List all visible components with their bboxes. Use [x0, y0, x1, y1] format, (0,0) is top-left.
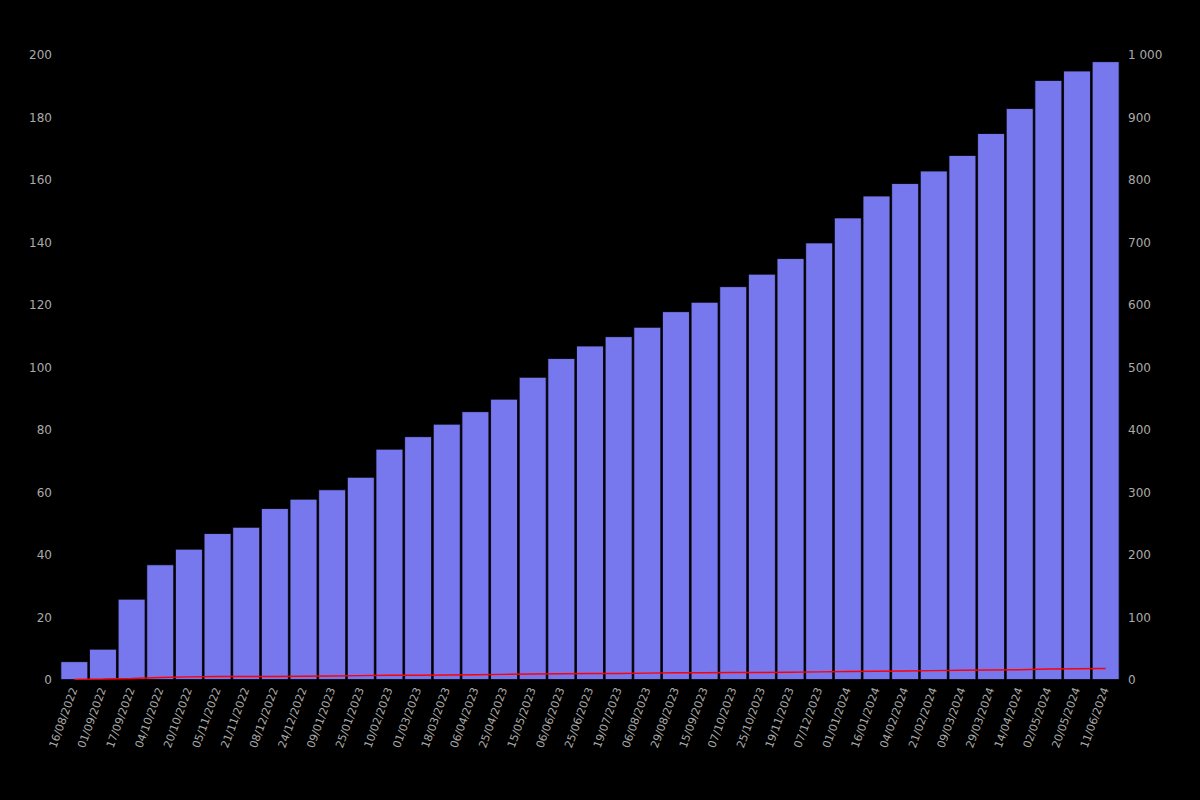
- svg-text:09/01/2023: 09/01/2023: [304, 686, 338, 750]
- svg-text:100: 100: [29, 361, 52, 375]
- svg-text:08/12/2022: 08/12/2022: [247, 686, 281, 750]
- svg-text:19/07/2023: 19/07/2023: [591, 686, 625, 750]
- svg-text:160: 160: [29, 173, 52, 187]
- svg-text:10/02/2023: 10/02/2023: [362, 686, 396, 750]
- svg-text:17/09/2022: 17/09/2022: [104, 686, 138, 750]
- svg-text:09/03/2024: 09/03/2024: [935, 686, 969, 750]
- svg-text:21/02/2024: 21/02/2024: [906, 686, 940, 750]
- svg-text:29/08/2023: 29/08/2023: [648, 686, 682, 750]
- svg-text:29/03/2024: 29/03/2024: [963, 686, 997, 750]
- svg-text:06/06/2023: 06/06/2023: [534, 686, 568, 750]
- svg-text:200: 200: [29, 48, 52, 62]
- svg-text:05/11/2022: 05/11/2022: [190, 686, 224, 750]
- svg-text:06/04/2023: 06/04/2023: [448, 686, 482, 750]
- svg-text:25/01/2023: 25/01/2023: [333, 686, 367, 750]
- svg-text:100: 100: [1128, 611, 1151, 625]
- svg-text:60: 60: [37, 486, 52, 500]
- svg-text:0: 0: [1128, 673, 1136, 687]
- svg-text:14/04/2024: 14/04/2024: [992, 686, 1026, 750]
- svg-text:700: 700: [1128, 236, 1151, 250]
- svg-text:900: 900: [1128, 111, 1151, 125]
- svg-text:04/02/2024: 04/02/2024: [877, 686, 911, 750]
- svg-text:600: 600: [1128, 298, 1151, 312]
- svg-text:140: 140: [29, 236, 52, 250]
- svg-text:500: 500: [1128, 361, 1151, 375]
- svg-text:16/08/2022: 16/08/2022: [47, 686, 81, 750]
- svg-text:120: 120: [29, 298, 52, 312]
- svg-text:06/08/2023: 06/08/2023: [620, 686, 654, 750]
- svg-text:19/11/2023: 19/11/2023: [763, 686, 797, 750]
- svg-text:25/06/2023: 25/06/2023: [562, 686, 596, 750]
- svg-text:200: 200: [1128, 548, 1151, 562]
- svg-text:07/10/2023: 07/10/2023: [705, 686, 739, 750]
- svg-text:21/11/2022: 21/11/2022: [218, 686, 252, 750]
- svg-text:01/03/2023: 01/03/2023: [390, 686, 424, 750]
- svg-text:180: 180: [29, 111, 52, 125]
- svg-text:25/10/2023: 25/10/2023: [734, 686, 768, 750]
- svg-text:80: 80: [37, 423, 52, 437]
- svg-text:15/09/2023: 15/09/2023: [677, 686, 711, 750]
- svg-text:20/05/2024: 20/05/2024: [1049, 686, 1083, 750]
- svg-text:25/04/2023: 25/04/2023: [476, 686, 510, 750]
- svg-text:400: 400: [1128, 423, 1151, 437]
- svg-text:01/09/2022: 01/09/2022: [75, 686, 109, 750]
- svg-text:07/12/2023: 07/12/2023: [791, 686, 825, 750]
- svg-text:04/10/2022: 04/10/2022: [132, 686, 166, 750]
- svg-text:02/05/2024: 02/05/2024: [1021, 686, 1055, 750]
- svg-text:18/03/2023: 18/03/2023: [419, 686, 453, 750]
- svg-text:01/01/2024: 01/01/2024: [820, 686, 854, 750]
- svg-text:1 000: 1 000: [1128, 48, 1162, 62]
- svg-text:15/05/2023: 15/05/2023: [505, 686, 539, 750]
- svg-text:20: 20: [37, 611, 52, 625]
- svg-text:40: 40: [37, 548, 52, 562]
- svg-text:24/12/2022: 24/12/2022: [276, 686, 310, 750]
- svg-text:16/01/2024: 16/01/2024: [849, 686, 883, 750]
- svg-text:300: 300: [1128, 486, 1151, 500]
- svg-text:0: 0: [44, 673, 52, 687]
- svg-text:800: 800: [1128, 173, 1151, 187]
- svg-text:20/10/2022: 20/10/2022: [161, 686, 195, 750]
- svg-text:11/06/2024: 11/06/2024: [1078, 686, 1112, 750]
